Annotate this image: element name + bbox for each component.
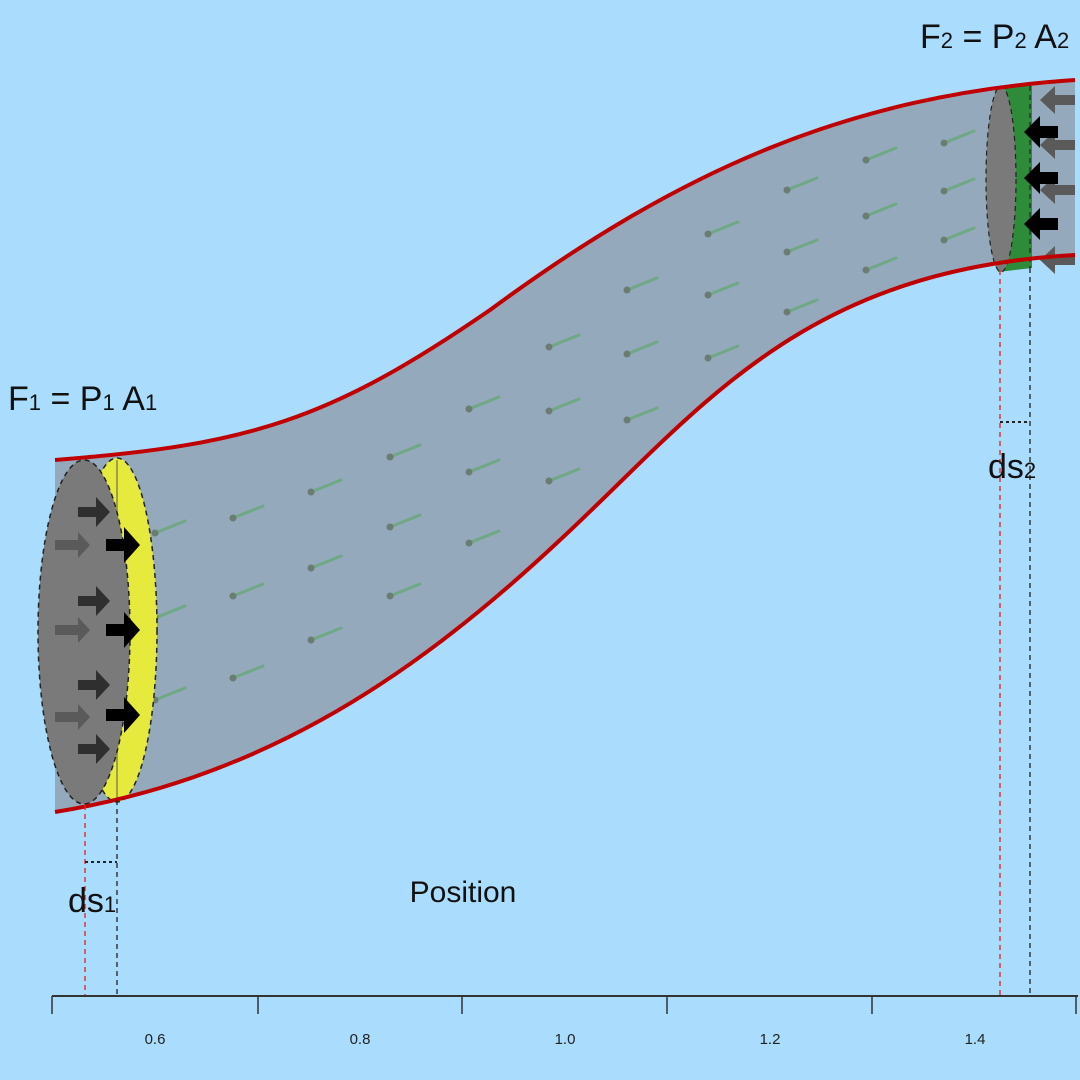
streamline-segment [309,554,343,570]
streamline-particle [940,187,948,195]
streamline-segment [547,467,581,483]
streamline-segment [942,226,976,242]
streamline-particle [623,286,631,294]
outlet-cross-section [985,85,1017,273]
streamline-segment [231,504,265,520]
right-force-label: F2 = P2 A2 [920,18,1069,56]
streamline-particle [307,564,315,572]
streamline-segment [153,604,187,620]
streamline-segment [785,298,819,314]
streamline-segment [388,513,422,529]
streamline-particle [545,477,553,485]
ds2-label: ds2 [988,448,1036,486]
streamline-segment [388,443,422,459]
streamline-segment [625,340,659,356]
streamline-segment [231,664,265,680]
tube-body [55,80,1075,812]
streamline-particle [783,308,791,316]
streamline-particle [940,236,948,244]
streamline-segment [706,220,740,236]
arrow-right-icon [78,497,110,764]
streamline-particle [386,523,394,531]
outlet-arrows [1024,86,1075,274]
streamline-particle [307,636,315,644]
tick-label: 0.8 [350,1031,371,1048]
arrow-left-icon [1024,116,1058,240]
streamline-segment [942,177,976,193]
tick-label: 1.4 [965,1031,986,1048]
streamline-segment [309,478,343,494]
x-axis-label: Position [410,876,517,909]
streamline-particle [386,592,394,600]
streamline-segment [467,529,501,545]
left-force-label: F1 = P1 A1 [8,380,157,418]
streamline-particle [545,407,553,415]
streamline-segment [706,281,740,297]
streamline-particle [229,592,237,600]
streamline-segment [547,397,581,413]
streamline-segment [785,176,819,192]
ds2-marker [999,268,1031,995]
streamline-segment [706,344,740,360]
streamline-particle [704,230,712,238]
streamline-particle [151,529,159,537]
tick-label: 1.2 [760,1031,781,1048]
streamline-particle [862,212,870,220]
streamline-particle [783,186,791,194]
streamline-segment [388,582,422,598]
streamline-particle [465,539,473,547]
streamline-particle [545,343,553,351]
streamline-particle [229,514,237,522]
ds1-label: ds1 [68,882,116,920]
streamlines [151,129,976,704]
streamline-particle [704,291,712,299]
streamline-particle [623,416,631,424]
streamline-particle [862,156,870,164]
arrow-right-icon [55,532,90,730]
streamline-particle [623,350,631,358]
streamline-segment [625,406,659,422]
tick-label: 0.6 [145,1031,166,1048]
streamline-particle [229,674,237,682]
streamline-segment [153,686,187,702]
streamline-segment [942,129,976,145]
inlet-arrows [55,497,140,764]
tube-wall-top [54,78,1076,462]
streamline-segment [467,395,501,411]
tick-label: 1.0 [555,1031,576,1048]
streamline-segment [625,276,659,292]
streamline-particle [704,354,712,362]
x-axis-ticks: 0.6 0.8 1.0 1.2 1.4 [51,996,1077,1048]
tube-wall-bottom [54,253,1076,814]
streamline-particle [465,468,473,476]
streamline-segment [153,519,187,535]
streamline-particle [307,488,315,496]
streamline-segment [231,582,265,598]
streamline-particle [862,266,870,274]
streamline-particle [940,139,948,147]
streamline-particle [783,248,791,256]
streamline-segment [467,458,501,474]
streamline-segment [785,238,819,254]
ds1-marker [84,800,118,995]
streamline-segment [864,256,898,272]
streamline-segment [864,146,898,162]
streamline-segment [547,333,581,349]
arrow-right-icon [106,527,140,733]
streamline-particle [465,405,473,413]
streamline-segment [309,626,343,642]
streamline-particle [386,453,394,461]
streamline-segment [864,202,898,218]
